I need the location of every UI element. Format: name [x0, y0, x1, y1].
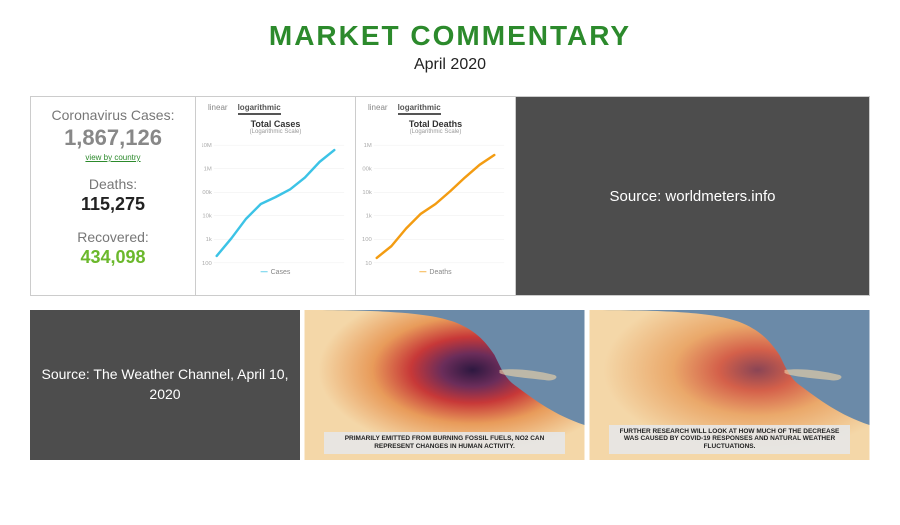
chart-cases-plot: 10M 1M 100k 10k 1k 100 — [202, 139, 349, 269]
svg-text:10: 10 — [365, 261, 372, 267]
svg-text:1k: 1k — [206, 237, 212, 243]
source-worldmeters: Source: worldmeters.info — [516, 97, 869, 295]
svg-text:10k: 10k — [202, 214, 212, 220]
map2-caption: FURTHER RESEARCH WILL LOOK AT HOW MUCH O… — [609, 425, 850, 454]
row-weather-maps: Source: The Weather Channel, April 10, 2… — [30, 310, 870, 460]
recovered-label: Recovered: — [37, 229, 189, 245]
chart-cases-title: Total Cases — [202, 119, 349, 129]
svg-text:10k: 10k — [362, 190, 372, 196]
page-subtitle: April 2020 — [0, 56, 900, 74]
map1-caption: PRIMARILY EMITTED FROM BURNING FOSSIL FU… — [324, 432, 565, 454]
svg-text:100: 100 — [202, 261, 213, 267]
svg-text:1k: 1k — [366, 214, 372, 220]
header: MARKET COMMENTARY April 2020 — [0, 0, 900, 74]
chart-cases-tabs: linear logarithmic — [202, 103, 349, 115]
tab-linear[interactable]: linear — [208, 103, 228, 115]
chart-deaths-legend: Deaths — [362, 269, 509, 276]
view-by-country-link[interactable]: view by country — [37, 153, 189, 162]
map-no2-after: FURTHER RESEARCH WILL LOOK AT HOW MUCH O… — [589, 310, 870, 460]
cases-label: Coronavirus Cases: — [37, 107, 189, 123]
chart-total-deaths: linear logarithmic Total Deaths (Logarit… — [356, 97, 516, 295]
chart-deaths-tabs: linear logarithmic — [362, 103, 509, 115]
chart-cases-legend: Cases — [202, 269, 349, 276]
source-weather-channel: Source: The Weather Channel, April 10, 2… — [30, 310, 300, 460]
cases-value: 1,867,126 — [37, 125, 189, 151]
tab-logarithmic[interactable]: logarithmic — [238, 103, 281, 115]
chart-deaths-plot: 1M 100k 10k 1k 100 10 — [362, 139, 509, 269]
recovered-value: 434,098 — [37, 247, 189, 268]
page-title: MARKET COMMENTARY — [0, 20, 900, 52]
chart-cases-subtitle: (Logarithmic Scale) — [202, 129, 349, 135]
svg-text:100k: 100k — [362, 167, 372, 173]
map-no2-before: PRIMARILY EMITTED FROM BURNING FOSSIL FU… — [304, 310, 585, 460]
svg-text:1M: 1M — [204, 167, 212, 173]
svg-text:10M: 10M — [202, 143, 212, 149]
tab-logarithmic[interactable]: logarithmic — [398, 103, 441, 115]
chart-deaths-title: Total Deaths — [362, 119, 509, 129]
svg-text:1M: 1M — [364, 143, 372, 149]
chart-total-cases: linear logarithmic Total Cases (Logarith… — [196, 97, 356, 295]
deaths-value: 115,275 — [37, 194, 189, 215]
svg-text:100: 100 — [362, 237, 373, 243]
row-covid-stats: Coronavirus Cases: 1,867,126 view by cou… — [30, 96, 870, 296]
stats-panel: Coronavirus Cases: 1,867,126 view by cou… — [31, 97, 196, 295]
tab-linear[interactable]: linear — [368, 103, 388, 115]
deaths-label: Deaths: — [37, 176, 189, 192]
chart-deaths-subtitle: (Logarithmic Scale) — [362, 129, 509, 135]
svg-text:100k: 100k — [202, 190, 212, 196]
